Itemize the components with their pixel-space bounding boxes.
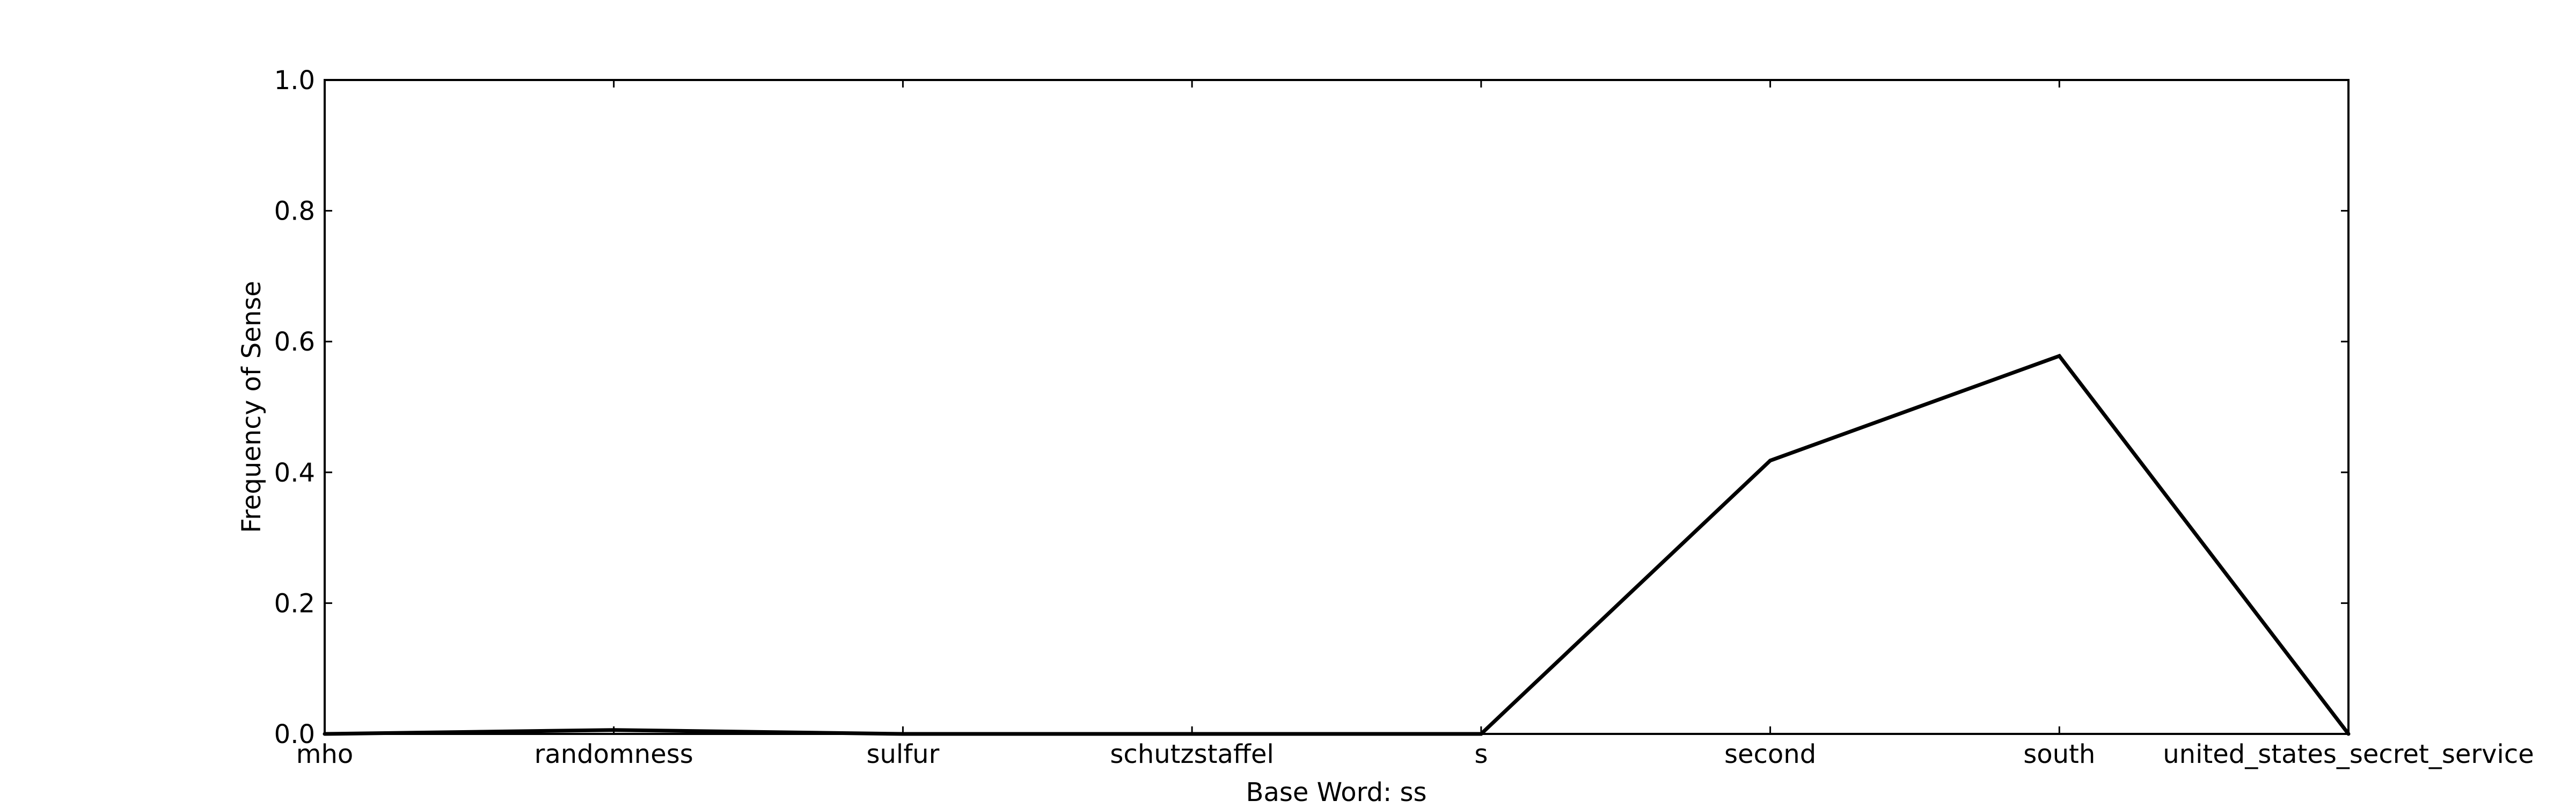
- data-point: [612, 728, 616, 732]
- x-tick-label: randomness: [535, 739, 693, 769]
- y-axis-title: Frequency of Sense: [237, 281, 267, 533]
- x-tick-labels: mho randomness sulfur schutzstaffel s second s…: [296, 739, 2534, 769]
- y-tick-label: 0.8: [274, 196, 315, 227]
- x-tick-label: south: [2023, 739, 2095, 769]
- y-tick-label: 1.0: [274, 65, 315, 96]
- data-point: [2057, 354, 2061, 358]
- x-tick-label: second: [1724, 739, 1816, 769]
- y-tick-label: 0.6: [274, 327, 315, 357]
- plot-area: [325, 80, 2348, 734]
- y-tick-label: 0.2: [274, 588, 315, 618]
- x-axis-title: Base Word: ss: [1246, 777, 1427, 805]
- x-tick-label: mho: [296, 739, 354, 769]
- y-tick-label: 0.0: [274, 719, 315, 749]
- x-tick-label: united_states_secret_service: [2163, 739, 2534, 769]
- y-tick-label: 0.4: [274, 458, 315, 488]
- x-tick-label: s: [1474, 739, 1488, 769]
- data-point: [1768, 458, 1773, 463]
- plot-frame: [324, 79, 2350, 735]
- x-tick-label: sulfur: [867, 739, 940, 769]
- x-tick-label: schutzstaffel: [1110, 739, 1274, 769]
- y-tick-labels: 0.0 0.2 0.4 0.6 0.8 1.0: [274, 65, 315, 749]
